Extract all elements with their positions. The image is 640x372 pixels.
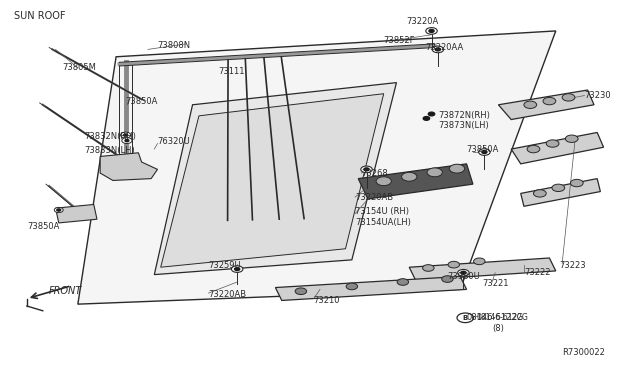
Circle shape xyxy=(124,134,127,136)
Circle shape xyxy=(458,269,469,276)
Text: 73850A: 73850A xyxy=(467,145,499,154)
Text: 08146-6122G: 08146-6122G xyxy=(476,313,528,322)
Text: 73111: 73111 xyxy=(218,67,244,76)
Circle shape xyxy=(527,145,540,153)
Text: 73210: 73210 xyxy=(314,296,340,305)
Text: 73222: 73222 xyxy=(524,268,550,277)
Circle shape xyxy=(524,101,537,109)
Text: 73223: 73223 xyxy=(559,261,586,270)
Polygon shape xyxy=(275,276,467,301)
Circle shape xyxy=(54,208,63,212)
Circle shape xyxy=(397,279,408,285)
Polygon shape xyxy=(161,94,384,267)
Text: 73833N(LH): 73833N(LH) xyxy=(84,147,135,155)
Text: 73980U: 73980U xyxy=(447,272,480,281)
Text: 73220AA: 73220AA xyxy=(425,43,463,52)
Text: 73220AB: 73220AB xyxy=(209,291,246,299)
Text: 73220A: 73220A xyxy=(406,17,438,26)
Circle shape xyxy=(534,190,546,197)
Circle shape xyxy=(122,138,132,144)
Circle shape xyxy=(401,172,417,181)
Polygon shape xyxy=(100,153,157,180)
Circle shape xyxy=(474,258,485,264)
Circle shape xyxy=(428,112,435,116)
Circle shape xyxy=(295,288,307,295)
Text: 73832N(RH): 73832N(RH) xyxy=(84,132,136,141)
Circle shape xyxy=(235,267,240,270)
Text: FRONT: FRONT xyxy=(49,286,83,296)
Text: 73259U: 73259U xyxy=(209,261,241,270)
Polygon shape xyxy=(78,31,556,304)
Circle shape xyxy=(457,313,474,323)
Circle shape xyxy=(432,46,444,53)
Text: 73873N(LH): 73873N(LH) xyxy=(438,121,488,129)
Text: SUN ROOF: SUN ROOF xyxy=(14,11,66,21)
Text: 73852F: 73852F xyxy=(384,36,415,45)
Circle shape xyxy=(361,166,372,173)
Circle shape xyxy=(423,116,429,120)
Circle shape xyxy=(427,168,442,177)
Text: 73808N: 73808N xyxy=(157,41,191,50)
Text: 73220AB: 73220AB xyxy=(355,193,393,202)
Circle shape xyxy=(448,261,460,268)
Polygon shape xyxy=(511,132,604,164)
Circle shape xyxy=(543,97,556,105)
Text: 73850A: 73850A xyxy=(125,97,158,106)
Circle shape xyxy=(546,140,559,147)
Text: 73230: 73230 xyxy=(584,91,611,100)
Circle shape xyxy=(120,132,131,138)
Circle shape xyxy=(565,135,578,142)
Circle shape xyxy=(125,140,129,142)
Text: R7300022: R7300022 xyxy=(562,348,605,357)
Circle shape xyxy=(552,184,564,192)
Text: 76320U: 76320U xyxy=(157,137,190,146)
Text: 73872N(RH): 73872N(RH) xyxy=(438,111,490,121)
Circle shape xyxy=(376,177,392,186)
Polygon shape xyxy=(56,205,97,223)
Circle shape xyxy=(435,48,440,51)
Circle shape xyxy=(426,28,437,34)
Circle shape xyxy=(449,164,465,173)
Circle shape xyxy=(562,94,575,101)
Polygon shape xyxy=(521,179,600,206)
Text: 73850A: 73850A xyxy=(27,222,60,231)
Circle shape xyxy=(422,264,434,271)
Text: 73805M: 73805M xyxy=(62,63,96,72)
Polygon shape xyxy=(358,164,473,199)
Circle shape xyxy=(442,276,453,282)
Circle shape xyxy=(429,29,434,32)
Text: (8): (8) xyxy=(492,324,504,333)
Circle shape xyxy=(346,283,358,290)
Polygon shape xyxy=(154,83,396,275)
Text: 73154UA(LH): 73154UA(LH) xyxy=(355,218,411,227)
Text: 73268: 73268 xyxy=(362,169,388,177)
Circle shape xyxy=(364,168,369,171)
Circle shape xyxy=(57,209,61,211)
Circle shape xyxy=(482,151,487,154)
Polygon shape xyxy=(409,258,556,280)
Text: 73154U (RH): 73154U (RH) xyxy=(355,207,409,217)
Circle shape xyxy=(232,266,243,272)
Text: 73221: 73221 xyxy=(483,279,509,288)
Circle shape xyxy=(461,271,466,274)
Text: B: B xyxy=(463,315,468,321)
Circle shape xyxy=(570,179,583,187)
Polygon shape xyxy=(499,90,594,119)
Circle shape xyxy=(479,149,490,155)
Text: 08146-6122G: 08146-6122G xyxy=(467,312,524,321)
